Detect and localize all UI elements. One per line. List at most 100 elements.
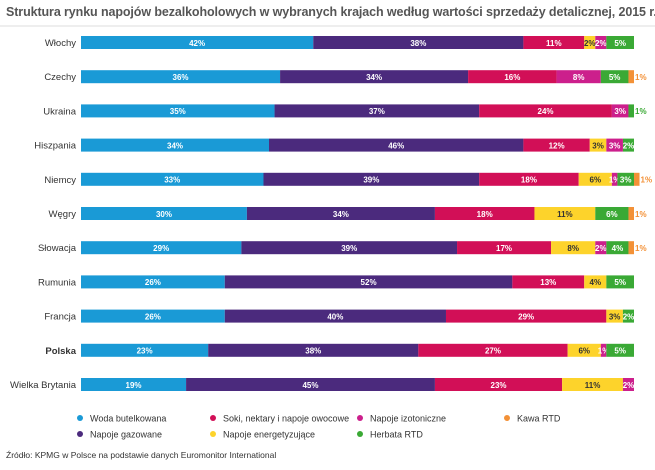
- bar-segment: [622, 138, 634, 152]
- category-label: Ukraina: [43, 106, 76, 117]
- bar-segment: [81, 36, 314, 49]
- bar-segment: [523, 138, 590, 152]
- bar-segment: [606, 138, 623, 152]
- bar-segment: [81, 70, 281, 84]
- data-label: 1%: [635, 73, 647, 82]
- legend-label: Napoje energetyzujące: [223, 429, 315, 439]
- category-label: Rumunia: [38, 277, 77, 288]
- data-label: 2%: [623, 312, 635, 321]
- data-label: 45%: [302, 381, 318, 390]
- bar-segment: [418, 343, 568, 357]
- source-note: Źródło: KPMG w Polsce na podstawie danyc…: [6, 450, 277, 460]
- data-label: 38%: [305, 347, 321, 356]
- bar-segment: [611, 104, 629, 118]
- legend-marker: [357, 415, 363, 421]
- bar-segment: [512, 275, 585, 289]
- data-label: 11%: [557, 210, 573, 219]
- data-label: 3%: [592, 141, 604, 150]
- legend-label: Soki, nektary i napoje owocowe: [223, 413, 349, 423]
- data-label: 52%: [361, 278, 377, 287]
- bar-segment: [479, 172, 579, 186]
- data-label: 1%: [635, 244, 647, 253]
- data-label: 30%: [156, 210, 172, 219]
- bar-segment: [534, 207, 596, 220]
- category-label: Czechy: [44, 72, 76, 83]
- category-label: Wielka Brytania: [10, 380, 77, 391]
- bar-segment: [445, 309, 607, 323]
- legend-label: Napoje gazowane: [90, 429, 162, 439]
- bar-segment: [457, 241, 552, 255]
- bar-segment: [263, 172, 480, 186]
- bar-segment: [551, 241, 596, 255]
- bar-segment: [562, 378, 623, 391]
- data-label: 24%: [538, 107, 554, 116]
- data-label: 8%: [573, 73, 585, 82]
- data-label: 42%: [189, 39, 205, 48]
- bar-segment: [434, 378, 563, 391]
- category-label: Węgry: [49, 209, 77, 220]
- bar-segment: [81, 378, 187, 391]
- legend-label: Herbata RTD: [370, 429, 423, 439]
- data-label: 17%: [496, 244, 512, 253]
- bar-segment: [606, 275, 634, 289]
- data-label: 34%: [366, 73, 382, 82]
- data-label: 23%: [491, 381, 507, 390]
- bar-segment: [600, 70, 629, 84]
- category-label: Francja: [44, 312, 76, 323]
- data-label: 1%: [635, 210, 647, 219]
- data-label: 2%: [595, 39, 607, 48]
- data-label: 5%: [614, 39, 626, 48]
- data-label: 1%: [635, 107, 647, 116]
- bar-segment: [434, 207, 535, 220]
- data-label: 18%: [521, 176, 537, 185]
- bar-segment: [186, 378, 435, 391]
- bar-segment: [589, 138, 607, 152]
- data-label: 38%: [410, 39, 426, 48]
- category-label: Hiszpania: [34, 141, 76, 152]
- bar-segment: [617, 172, 634, 186]
- data-label: 27%: [485, 347, 501, 356]
- bar-segment: [584, 36, 596, 49]
- data-label: 2%: [595, 244, 607, 253]
- bar-segment: [628, 70, 634, 84]
- data-label: 29%: [518, 312, 534, 321]
- data-label: 6%: [606, 210, 618, 219]
- data-label: 33%: [164, 176, 180, 185]
- data-label: 4%: [612, 244, 624, 253]
- bar-segment: [628, 241, 634, 255]
- data-label: 11%: [546, 39, 562, 48]
- data-label: 40%: [327, 312, 343, 321]
- bar-segment: [622, 309, 634, 323]
- data-label: 46%: [388, 141, 404, 150]
- data-label: 36%: [173, 73, 189, 82]
- legend-marker: [77, 415, 83, 421]
- data-label: 2%: [623, 141, 635, 150]
- legend-marker: [210, 431, 216, 437]
- bar-segment: [224, 275, 513, 289]
- data-label: 3%: [620, 176, 632, 185]
- data-label: 34%: [167, 141, 183, 150]
- bar-segment: [479, 104, 612, 118]
- bar-segment: [606, 36, 634, 49]
- bar-segment: [468, 70, 557, 84]
- data-label: 3%: [614, 107, 626, 116]
- bar-segment: [274, 104, 480, 118]
- bar-segment: [208, 343, 419, 357]
- bar-segment: [241, 241, 458, 255]
- data-label: 1%: [598, 347, 610, 356]
- bar-segment: [595, 207, 629, 220]
- data-label: 2%: [623, 381, 635, 390]
- legend-marker: [504, 415, 510, 421]
- data-label: 34%: [333, 210, 349, 219]
- category-label: Włochy: [45, 38, 76, 49]
- bar-segment: [81, 241, 242, 255]
- data-label: 16%: [504, 73, 520, 82]
- bar-segment: [584, 275, 607, 289]
- data-label: 5%: [614, 347, 626, 356]
- bar-segment: [634, 172, 640, 186]
- data-label: 11%: [585, 381, 601, 390]
- bar-segment: [81, 138, 270, 152]
- bar-segment: [595, 241, 607, 255]
- legend-marker: [357, 431, 363, 437]
